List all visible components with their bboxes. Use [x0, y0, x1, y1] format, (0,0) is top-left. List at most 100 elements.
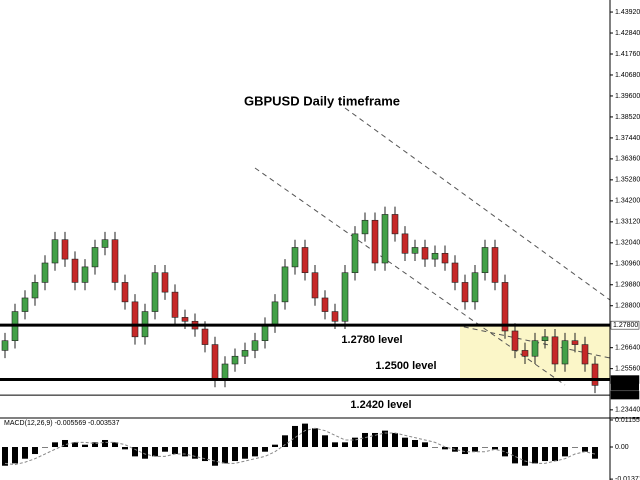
candle-body: [541, 336, 549, 341]
candle-body: [371, 219, 379, 264]
y-tick-label: 1.30960: [615, 261, 640, 268]
y-tick-label: 1.32040: [615, 240, 640, 247]
candle-body: [391, 214, 399, 235]
candle-body: [431, 252, 439, 260]
macd-bar: [342, 442, 348, 448]
channel-line: [344, 107, 611, 301]
y-tick-label: 1.40680: [615, 72, 640, 79]
y-tick-label: -0.013718: [615, 476, 640, 480]
annotation: 1.2500 level: [375, 360, 436, 372]
macd-bar: [542, 447, 548, 462]
candle-body: [331, 311, 339, 322]
candle-body: [121, 282, 129, 303]
candle-body: [351, 233, 359, 274]
candle-body: [111, 239, 119, 283]
candle-body: [241, 350, 249, 357]
macd-label: MACD(12,26,9) -0.005569 -0.003537: [4, 420, 120, 427]
macd-bar: [502, 447, 508, 457]
macd-bar: [102, 439, 108, 448]
macd-bar: [372, 432, 378, 448]
candle-body: [181, 317, 189, 322]
annotation: 1.2420 level: [350, 399, 411, 411]
candle-body: [91, 247, 99, 268]
y-tick-label: 1.36360: [615, 156, 640, 163]
macd-bar: [162, 447, 168, 452]
macd-bar: [182, 447, 188, 457]
macd-bar: [572, 447, 578, 448]
candle-body: [221, 363, 229, 380]
candle-body: [441, 252, 449, 264]
macd-bar: [42, 447, 48, 448]
last-price-label: 1.24636: [613, 383, 638, 390]
macd-bar: [282, 435, 288, 448]
macd-bar: [22, 447, 28, 459]
macd-bar: [152, 447, 158, 457]
macd-bar: [12, 447, 18, 464]
annotation: 1.2780 level: [341, 334, 402, 346]
macd-bar: [402, 437, 408, 448]
y-tick-label: 1.38520: [615, 114, 640, 121]
macd-bar: [222, 447, 228, 464]
macd-bar: [322, 435, 328, 448]
macd-bar: [332, 442, 338, 448]
candle-body: [561, 340, 569, 365]
macd-bar: [362, 432, 368, 448]
level-tag: [610, 390, 640, 400]
candle-body: [581, 344, 589, 365]
macd-bar: [292, 425, 298, 448]
macd-bar: [462, 447, 468, 455]
candle-body: [411, 247, 419, 254]
candle-body: [421, 247, 429, 260]
candle-body: [161, 272, 169, 293]
candle-body: [461, 282, 469, 303]
macd-bar: [392, 432, 398, 448]
candle-body: [271, 301, 279, 326]
y-tick-label: 1.34200: [615, 198, 640, 205]
candle-body: [21, 297, 29, 312]
candle-body: [401, 233, 409, 254]
candle-body: [31, 282, 39, 299]
y-tick-label: 1.26640: [615, 345, 640, 352]
candle-body: [281, 266, 289, 303]
macd-bar: [212, 447, 218, 466]
chart-title: GBPUSD Daily timeframe: [244, 93, 400, 108]
candle-body: [81, 266, 89, 283]
macd-bar: [382, 430, 388, 448]
candle-body: [381, 214, 389, 264]
macd-bar: [562, 447, 568, 457]
macd-bar: [442, 447, 448, 450]
candle-body: [521, 350, 529, 357]
level-label: 1.25000: [613, 376, 638, 383]
candle-body: [361, 219, 369, 235]
macd-bar: [272, 444, 278, 448]
candle-body: [151, 272, 159, 312]
candle-body: [201, 328, 209, 345]
macd-bar: [242, 447, 248, 459]
macd-bar: [472, 447, 478, 452]
macd-bar: [202, 447, 208, 462]
macd-bar: [132, 447, 138, 457]
candle-body: [451, 262, 459, 283]
macd-bar: [352, 437, 358, 448]
candle-body: [41, 262, 49, 283]
macd-bar: [122, 447, 128, 450]
candle-body: [301, 247, 309, 274]
macd-bar: [72, 442, 78, 448]
candle-body: [131, 301, 139, 338]
macd-bar: [252, 447, 258, 457]
y-tick-label: 1.35280: [615, 177, 640, 184]
macd-bar: [52, 442, 58, 448]
macd-bar: [482, 447, 488, 448]
macd-bar: [2, 447, 8, 466]
candle-body: [61, 239, 69, 260]
macd-bar: [532, 447, 538, 464]
candle-body: [51, 239, 59, 264]
candle-body: [171, 291, 179, 318]
candle-body: [491, 247, 499, 283]
candle-body: [501, 282, 509, 332]
macd-bar: [522, 447, 528, 466]
macd-bar: [492, 447, 498, 450]
macd-bar: [312, 428, 318, 448]
